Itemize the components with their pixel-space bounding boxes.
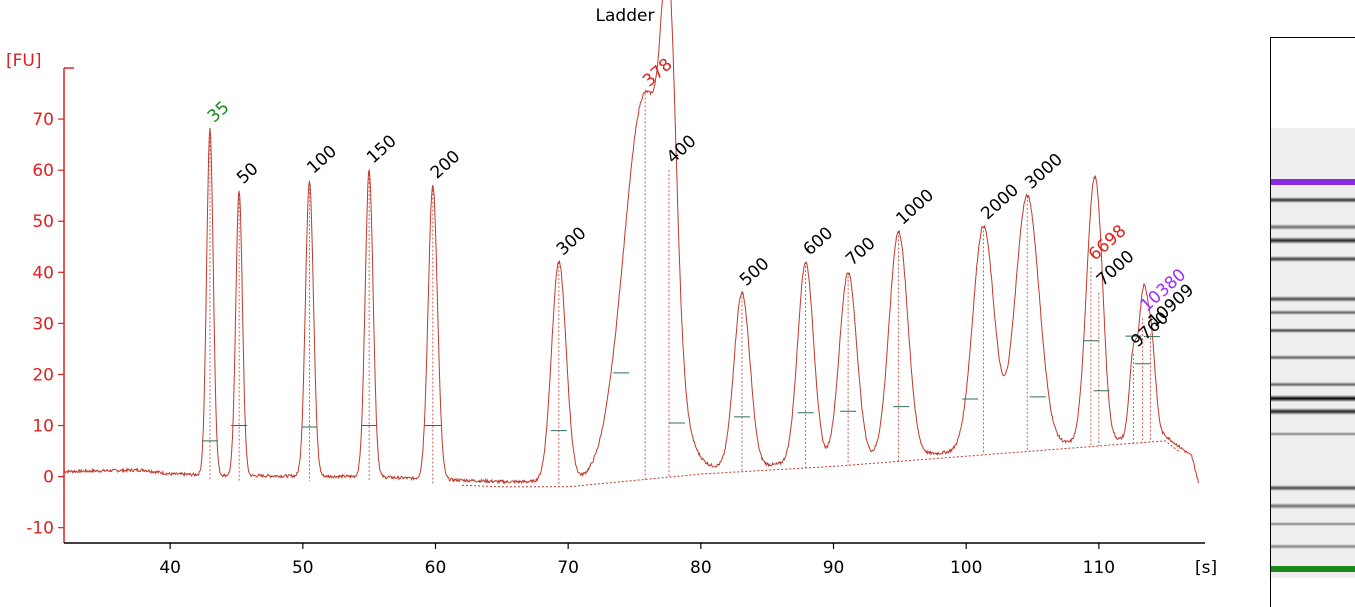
y-tick-label: 60 xyxy=(32,161,54,181)
trace-line xyxy=(63,0,1199,485)
peak-label: 378 xyxy=(639,55,677,92)
peak-label: 600 xyxy=(800,223,838,260)
gel-band xyxy=(1271,255,1355,262)
gel-band xyxy=(1271,309,1355,316)
gel-band xyxy=(1271,354,1355,361)
electropherogram-chart: -10 0 10 20 30 40 50 60 70 40 50 60 70 80 90 100 110 [FU]… xyxy=(6,0,1217,578)
gel-band xyxy=(1271,237,1355,244)
peak-label: 35 xyxy=(204,98,233,127)
baseline-layer xyxy=(461,440,1179,488)
peak-label: 700 xyxy=(842,233,880,270)
peak-marker-layer xyxy=(201,93,1160,487)
x-tick-label: 110 xyxy=(1083,558,1115,578)
gel-band xyxy=(1271,394,1355,402)
gel-band xyxy=(1271,431,1355,437)
gel-lane xyxy=(1271,128,1355,578)
chart-title: Ladder xyxy=(595,6,655,26)
y-tick-label: 20 xyxy=(32,365,54,385)
x-tick-label: 80 xyxy=(690,558,712,578)
x-axis-label: [s] xyxy=(1195,558,1217,578)
gel-band xyxy=(1271,566,1355,572)
gel-band xyxy=(1271,296,1355,302)
peak-label: 1000 xyxy=(892,185,938,229)
gel-band xyxy=(1271,503,1355,509)
gel-band xyxy=(1271,179,1355,185)
gel-band xyxy=(1271,521,1355,527)
y-tick-label: 0 xyxy=(43,468,54,488)
x-tick-label: 100 xyxy=(950,558,982,578)
gel-band xyxy=(1271,408,1355,415)
gel-band xyxy=(1271,327,1355,334)
peak-label: 400 xyxy=(663,131,701,168)
y-tick-label: 50 xyxy=(32,212,54,232)
trace-layer xyxy=(63,0,1199,485)
peak-label: 2000 xyxy=(977,180,1023,224)
y-tick-label: 40 xyxy=(32,263,54,283)
x-tick-label: 60 xyxy=(425,558,447,578)
peak-label-layer: 35 50 100 150 200 300 378 400 500 600 700 1000 20003… xyxy=(204,55,1198,352)
x-tick-label: 90 xyxy=(823,558,845,578)
peak-label: 150 xyxy=(363,131,400,168)
gel-band xyxy=(1271,544,1355,549)
x-tick-label: 70 xyxy=(557,558,579,578)
peak-label: 50 xyxy=(233,159,262,188)
peak-label: 3000 xyxy=(1021,150,1067,194)
gel-band xyxy=(1271,485,1355,491)
axis-layer: -10 0 10 20 30 40 50 60 70 40 50 60 70 80 90 100 110 [FU]… xyxy=(6,51,1217,578)
peak-label: 100 xyxy=(303,142,340,179)
gel-band xyxy=(1271,381,1355,388)
gel-band xyxy=(1271,196,1355,204)
baseline-dotted xyxy=(461,440,1179,488)
peak-label: 500 xyxy=(736,254,774,291)
y-tick-label: 30 xyxy=(32,314,54,334)
y-tick-label: -10 xyxy=(26,519,54,539)
gel-image xyxy=(1270,37,1355,607)
peak-label: 300 xyxy=(553,223,591,260)
y-tick-label: 10 xyxy=(32,417,54,437)
gel-band xyxy=(1271,224,1355,230)
y-axis-label: [FU] xyxy=(6,51,42,71)
peak-label: 200 xyxy=(427,147,464,184)
y-tick-label: 70 xyxy=(32,110,54,130)
x-tick-label: 40 xyxy=(159,558,181,578)
x-tick-label: 50 xyxy=(292,558,314,578)
